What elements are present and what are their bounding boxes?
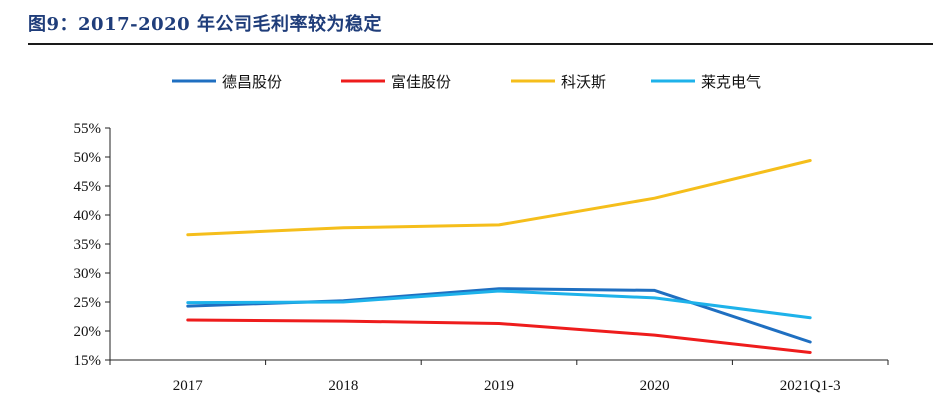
figure-title: 图9：2017-2020 年公司毛利率较为稳定 [28,14,382,35]
legend-label: 德昌股份 [222,73,282,91]
y-tick-label: 35% [74,237,102,253]
title-divider [28,43,933,45]
series-line-3 [186,159,812,237]
legend-label: 科沃斯 [561,73,606,91]
y-tick-label: 50% [74,150,102,166]
chart-series [186,159,812,354]
x-tick-label: 2018 [328,378,358,394]
x-tick-label: 2019 [484,378,514,394]
x-tick-label: 2021Q1-3 [780,378,841,394]
series-line-2 [186,318,812,354]
y-tick-label: 30% [74,266,102,282]
series-line-1 [186,287,812,344]
y-tick-label: 40% [74,208,102,224]
series-line-4 [186,289,812,320]
y-tick-label: 20% [74,324,102,340]
legend-label: 富佳股份 [391,73,451,91]
x-tick-label: 2017 [173,378,204,394]
y-tick-label: 45% [74,179,102,195]
y-tick-label: 15% [74,353,102,369]
chart-legend: 德昌股份 富佳股份 科沃斯 莱克电气 [172,73,761,91]
y-tick-label: 55% [74,121,102,137]
x-tick-label: 2020 [640,378,670,394]
chart-axes: 15% 20% 25% 30% 35% 40% 45% 50% 55% 2017 2018 2019 2… [74,121,889,394]
legend-label: 莱克电气 [701,73,761,91]
y-tick-label: 25% [74,295,102,311]
